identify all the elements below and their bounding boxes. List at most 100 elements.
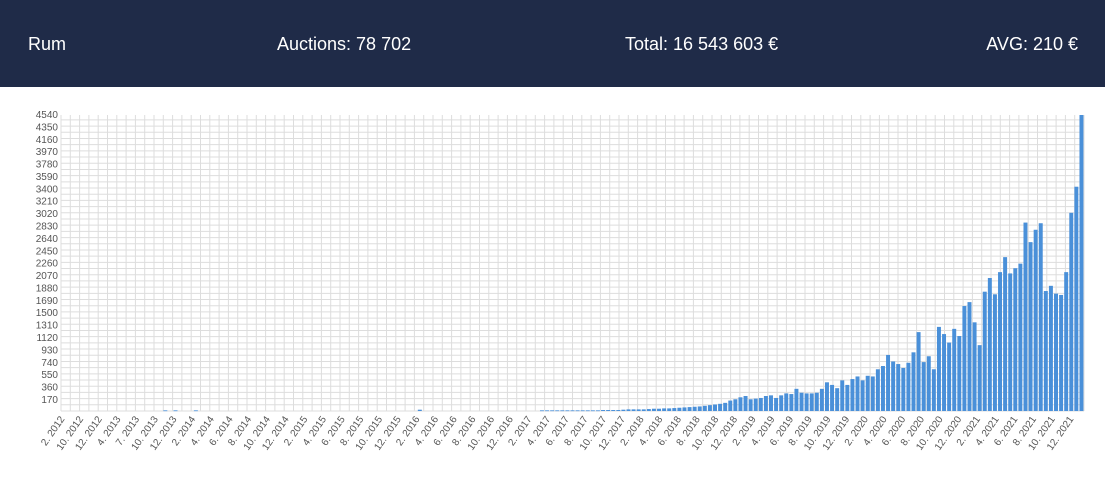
y-tick-label: 1310 bbox=[36, 321, 59, 332]
y-tick-label: 3780 bbox=[36, 160, 59, 171]
bar bbox=[987, 277, 992, 411]
y-tick-label: 740 bbox=[41, 358, 58, 369]
bar bbox=[982, 291, 987, 411]
bar bbox=[1023, 222, 1028, 411]
bar bbox=[713, 404, 717, 411]
bar bbox=[891, 361, 896, 411]
bar bbox=[570, 410, 575, 412]
y-tick-label: 3590 bbox=[36, 172, 59, 183]
bar bbox=[835, 388, 840, 411]
y-tick-label: 930 bbox=[41, 345, 58, 356]
bar bbox=[417, 409, 422, 411]
bar bbox=[1043, 291, 1048, 411]
bar bbox=[692, 406, 697, 411]
bar bbox=[1008, 273, 1013, 411]
bar bbox=[998, 272, 1003, 411]
bar bbox=[774, 397, 779, 411]
bar bbox=[641, 409, 646, 411]
y-tick-label: 4160 bbox=[36, 135, 59, 146]
bar bbox=[550, 410, 555, 412]
bar bbox=[830, 384, 835, 411]
bar bbox=[916, 332, 921, 411]
bar bbox=[926, 356, 931, 411]
bar bbox=[555, 410, 560, 412]
bar bbox=[850, 379, 855, 411]
bar bbox=[942, 334, 947, 411]
bar bbox=[972, 322, 977, 411]
bar bbox=[886, 354, 891, 411]
bar bbox=[539, 410, 544, 412]
bar bbox=[606, 410, 611, 411]
bar bbox=[875, 369, 880, 411]
bar bbox=[662, 408, 667, 411]
price-chart: 170 360 550 740 930 1120 1310 1500 1690 1880 2070 2… bbox=[0, 100, 1105, 482]
bar bbox=[738, 397, 743, 411]
y-tick-label: 1500 bbox=[36, 308, 59, 319]
bar bbox=[657, 408, 662, 411]
bar bbox=[779, 395, 784, 411]
bar bbox=[626, 409, 631, 411]
bar bbox=[1054, 293, 1058, 411]
bar bbox=[631, 409, 636, 411]
y-tick-label: 4540 bbox=[36, 110, 59, 121]
bar bbox=[173, 410, 178, 412]
bar bbox=[1038, 223, 1043, 411]
bar bbox=[865, 375, 870, 411]
bar bbox=[580, 410, 585, 412]
bar bbox=[957, 336, 962, 411]
total-amount: Total: 16 543 603 € bbox=[625, 34, 779, 54]
bar bbox=[1013, 268, 1018, 411]
y-tick-label: 3020 bbox=[36, 209, 59, 220]
bar bbox=[967, 302, 972, 411]
bar bbox=[931, 369, 936, 411]
bar bbox=[1069, 212, 1074, 411]
y-tick-label: 360 bbox=[41, 383, 58, 394]
bar bbox=[952, 328, 957, 411]
bar bbox=[595, 410, 600, 412]
bar bbox=[921, 362, 926, 411]
bar bbox=[723, 402, 728, 411]
bar bbox=[707, 405, 712, 411]
bar bbox=[1018, 263, 1023, 411]
bar bbox=[1064, 272, 1069, 411]
y-tick-label: 550 bbox=[41, 370, 58, 381]
average-price: AVG: 210 € bbox=[986, 34, 1078, 54]
bar bbox=[667, 408, 672, 411]
bar bbox=[621, 409, 626, 411]
bar bbox=[784, 393, 789, 411]
y-axis: 1703605507409301120131015001690188020702… bbox=[36, 110, 59, 406]
bar bbox=[702, 405, 707, 411]
y-tick-label: 2450 bbox=[36, 246, 59, 257]
bar bbox=[743, 396, 748, 411]
bar bbox=[1074, 186, 1079, 411]
auctions-count: Auctions: 78 702 bbox=[277, 34, 412, 54]
bar bbox=[758, 397, 763, 411]
bar bbox=[880, 366, 885, 411]
bar bbox=[977, 345, 982, 411]
y-tick-label: 1120 bbox=[36, 333, 58, 344]
bar bbox=[672, 408, 677, 411]
y-tick-label: 2070 bbox=[36, 271, 59, 282]
bar bbox=[748, 399, 753, 411]
stats-header: Rum Auctions: 78 702 Total: 16 543 603 €… bbox=[0, 0, 1105, 87]
y-tick-label: 2830 bbox=[36, 221, 59, 232]
bar bbox=[651, 408, 656, 411]
bar-chart-svg: 1703605507409301120131015001690188020702… bbox=[36, 110, 1085, 453]
bar bbox=[753, 398, 758, 411]
bar bbox=[1028, 242, 1033, 411]
y-tick-label: 2640 bbox=[36, 234, 59, 245]
bar bbox=[947, 342, 952, 411]
bar bbox=[819, 388, 824, 411]
bar bbox=[1059, 294, 1064, 411]
bar bbox=[636, 409, 641, 411]
bar bbox=[814, 392, 819, 411]
bar bbox=[646, 409, 651, 411]
bar bbox=[794, 388, 799, 411]
bar bbox=[601, 410, 606, 411]
y-tick-label: 3400 bbox=[36, 184, 59, 195]
bar bbox=[992, 294, 997, 411]
y-tick-label: 3970 bbox=[36, 147, 59, 158]
bar bbox=[845, 384, 850, 411]
bar bbox=[1048, 285, 1053, 411]
bar bbox=[585, 410, 590, 412]
